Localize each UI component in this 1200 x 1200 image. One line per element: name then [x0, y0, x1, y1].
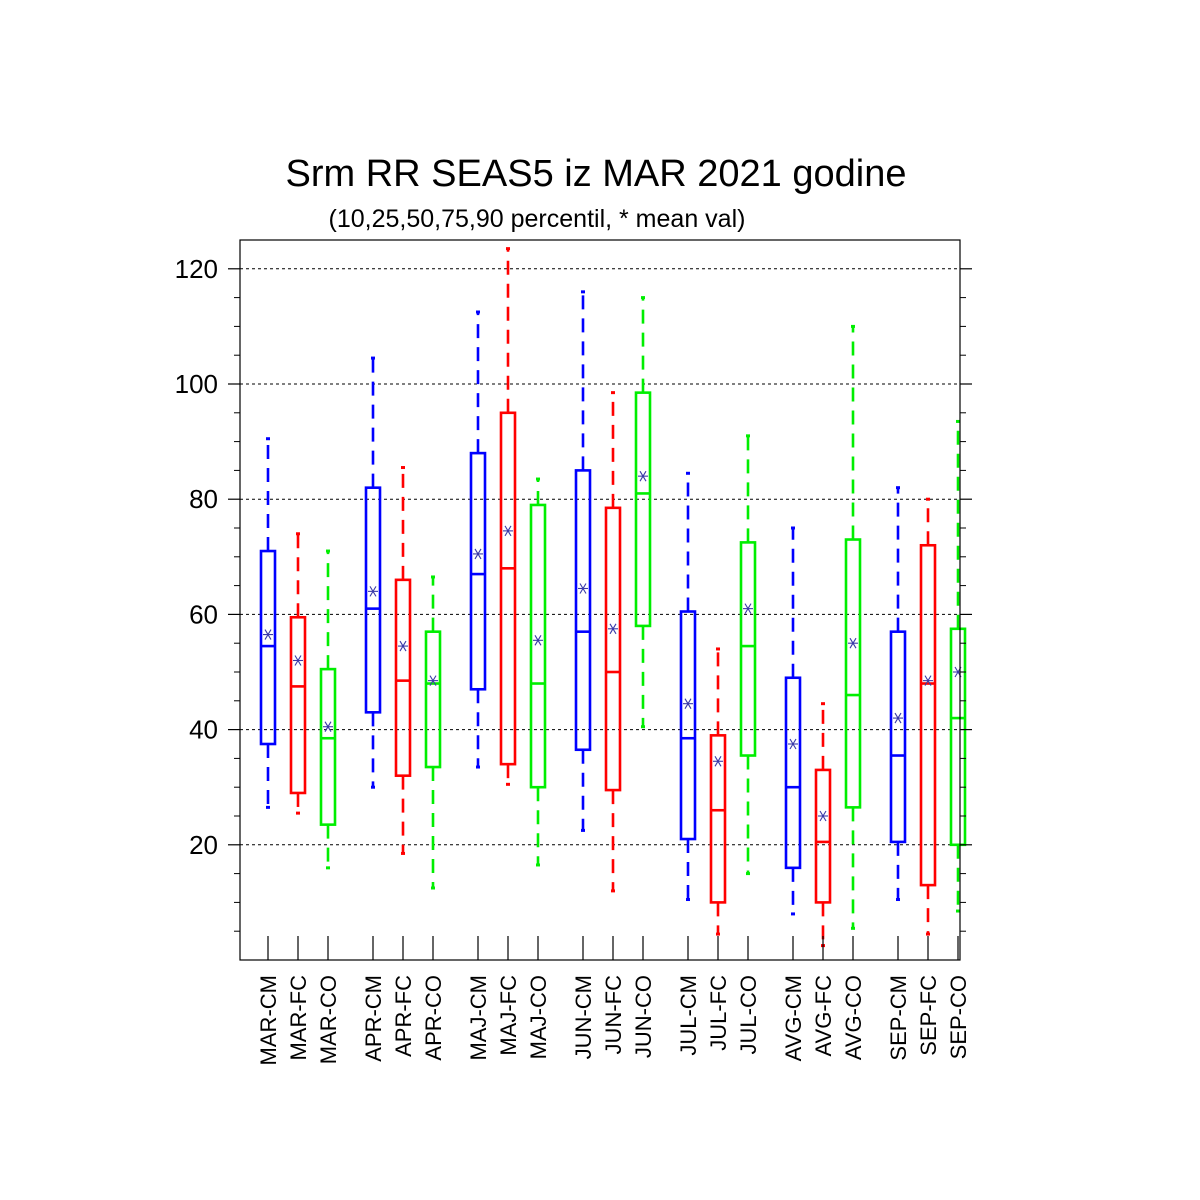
box-iqr — [919, 543, 937, 887]
box-iqr — [679, 610, 697, 841]
xtick-label: AVG-CO — [841, 975, 866, 1060]
xtick-label: JUL-CO — [736, 975, 761, 1054]
mean-marker-stroke — [684, 698, 692, 709]
box-iqr — [889, 630, 907, 844]
xtick-label: MAR-CO — [316, 975, 341, 1064]
mean-marker-stroke — [819, 810, 827, 822]
box-iqr — [364, 486, 382, 714]
mean-marker-stroke — [474, 548, 482, 560]
xtick-label: SEP-CO — [946, 975, 971, 1059]
mean-marker — [578, 583, 588, 594]
box-iqr — [814, 768, 832, 904]
xtick-label: JUN-FC — [601, 975, 626, 1055]
mean-marker — [683, 698, 693, 709]
mean-marker — [893, 712, 903, 724]
mean-marker-stroke — [504, 525, 512, 537]
mean-marker-stroke — [399, 640, 407, 652]
ytick-label: 60 — [189, 599, 218, 629]
box-layer — [259, 247, 967, 948]
plot-frame — [239, 239, 961, 961]
mean-marker — [368, 586, 378, 597]
chart-title: Srm RR SEAS5 iz MAR 2021 godine — [286, 153, 907, 195]
mean-marker-stroke — [429, 675, 437, 686]
mean-marker-stroke — [534, 635, 542, 646]
mean-marker — [503, 525, 513, 537]
mean-marker-stroke — [714, 755, 722, 767]
mean-marker — [263, 629, 273, 640]
mean-marker — [923, 675, 933, 686]
box-iqr — [499, 411, 517, 766]
xtick-label: MAJ-FC — [496, 975, 521, 1056]
xtick-label: AVG-CM — [781, 975, 806, 1061]
ytick-label: 40 — [189, 715, 218, 745]
mean-marker — [743, 603, 753, 614]
mean-marker-stroke — [264, 629, 272, 640]
grid-layer — [240, 268, 960, 846]
box-iqr — [394, 578, 412, 777]
xtick-label: MAJ-CM — [466, 975, 491, 1061]
mean-marker — [848, 637, 858, 649]
xtick-label: AVG-FC — [811, 975, 836, 1057]
xtick-label: SEP-CM — [886, 975, 911, 1061]
box-iqr — [784, 676, 802, 870]
box-iqr — [949, 627, 967, 847]
mean-marker — [428, 675, 438, 686]
ytick-label: 120 — [175, 254, 218, 284]
xtick-label: APR-CM — [361, 975, 386, 1062]
mean-marker-stroke — [744, 603, 752, 614]
box-iqr — [289, 615, 307, 795]
mean-marker — [293, 655, 303, 666]
mean-marker-stroke — [609, 623, 617, 635]
mean-marker-stroke — [294, 655, 302, 666]
ytick-label: 100 — [175, 369, 218, 399]
box-iqr — [424, 630, 442, 769]
mean-marker-stroke — [789, 738, 797, 750]
box-iqr — [319, 667, 337, 826]
box-iqr — [844, 538, 862, 809]
xtick-label: APR-FC — [391, 975, 416, 1057]
box-iqr — [739, 541, 757, 757]
xtick-label: APR-CO — [421, 975, 446, 1061]
mean-marker — [788, 738, 798, 750]
mean-marker-stroke — [894, 712, 902, 724]
mean-marker — [608, 623, 618, 635]
xtick-label: MAJ-CO — [526, 975, 551, 1059]
box-iqr — [529, 503, 547, 789]
xtick-label: SEP-FC — [916, 975, 941, 1056]
xtick-label: JUN-CO — [631, 975, 656, 1058]
box-iqr — [469, 451, 487, 691]
mean-marker — [638, 470, 648, 482]
mean-marker-stroke — [369, 586, 377, 597]
xtick-label: MAR-CM — [256, 975, 281, 1065]
ytick-label: 80 — [189, 484, 218, 514]
mean-marker — [713, 755, 723, 767]
mean-marker-stroke — [639, 470, 647, 482]
xtick-label: JUL-CM — [676, 975, 701, 1056]
box-iqr — [574, 469, 592, 752]
box-iqr — [604, 506, 622, 792]
ytick-label: 20 — [189, 830, 218, 860]
chart-subtitle: (10,25,50,75,90 percentil, * mean val) — [329, 205, 746, 233]
mean-marker-stroke — [849, 637, 857, 649]
mean-marker-stroke — [579, 583, 587, 594]
mean-marker-stroke — [924, 675, 932, 686]
box-iqr — [634, 391, 652, 628]
xtick-label: JUN-CM — [571, 975, 596, 1059]
mean-marker — [398, 640, 408, 652]
box-iqr — [259, 549, 277, 746]
mean-marker — [323, 721, 333, 733]
xtick-label: JUL-FC — [706, 975, 731, 1051]
xtick-label: MAR-FC — [286, 975, 311, 1061]
mean-marker — [473, 548, 483, 560]
mean-marker — [533, 635, 543, 646]
mean-marker — [818, 810, 828, 822]
box-iqr — [709, 734, 727, 904]
mean-marker-stroke — [324, 721, 332, 733]
